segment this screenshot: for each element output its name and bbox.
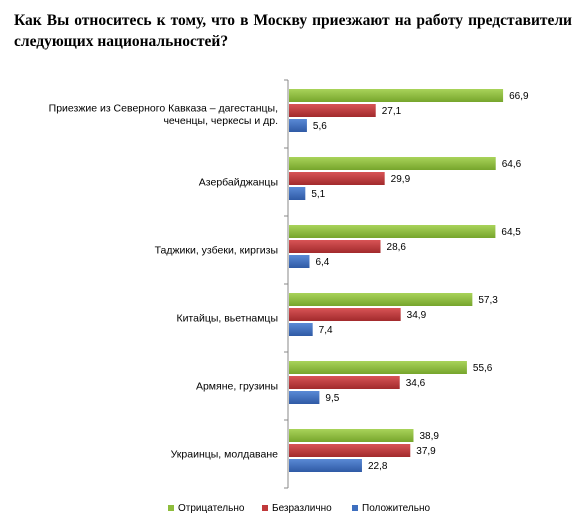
- bar-indifferent: [289, 376, 400, 389]
- category-label: Таджики, узбеки, киргизы: [155, 245, 278, 257]
- bar-negative: [289, 293, 473, 306]
- data-label: 66,9: [509, 91, 529, 102]
- page-title: Как Вы относитесь к тому, что в Москву п…: [14, 12, 572, 50]
- data-label: 57,3: [478, 295, 498, 306]
- bar-positive: [289, 119, 307, 132]
- category-label: Приезжие из Северного Кавказа – дагестан…: [49, 102, 278, 114]
- category-label: Украинцы, молдаване: [171, 449, 279, 461]
- data-label: 38,9: [419, 431, 439, 442]
- bar-indifferent: [289, 308, 401, 321]
- bar-indifferent: [289, 444, 411, 457]
- bar-positive: [289, 391, 320, 404]
- bar-negative: [289, 225, 496, 238]
- data-label: 27,1: [382, 106, 402, 117]
- bar-positive: [289, 255, 310, 268]
- legend-swatch: [262, 505, 268, 511]
- legend-swatch: [352, 505, 358, 511]
- category-label: Азербайджанцы: [199, 177, 278, 189]
- data-label: 64,5: [501, 227, 521, 238]
- data-label: 34,6: [406, 378, 426, 389]
- data-label: 37,9: [416, 446, 436, 457]
- legend-swatch: [168, 505, 174, 511]
- data-label: 7,4: [319, 325, 333, 336]
- bar-negative: [289, 89, 504, 102]
- category-label: Армяне, грузины: [196, 381, 278, 393]
- data-label: 28,6: [387, 242, 407, 253]
- category-label: чеченцы, черкесы и др.: [163, 115, 278, 127]
- bar-negative: [289, 429, 414, 442]
- bar-negative: [289, 361, 467, 374]
- legend-item-label: Положительно: [362, 503, 430, 514]
- data-label: 29,9: [391, 174, 411, 185]
- bar-negative: [289, 157, 496, 170]
- bar-indifferent: [289, 240, 381, 253]
- data-label: 55,6: [473, 363, 493, 374]
- category-label: Китайцы, вьетнамцы: [176, 313, 278, 325]
- legend-item-label: Безразлично: [272, 503, 332, 514]
- bar-indifferent: [289, 172, 385, 185]
- data-label: 64,6: [502, 159, 522, 170]
- data-label: 34,9: [407, 310, 427, 321]
- bar-positive: [289, 323, 313, 336]
- bar-positive: [289, 187, 306, 200]
- data-label: 5,1: [311, 189, 325, 200]
- bar-positive: [289, 459, 362, 472]
- data-label: 22,8: [368, 461, 388, 472]
- data-label: 6,4: [315, 257, 329, 268]
- legend-item-label: Отрицательно: [178, 503, 245, 514]
- data-label: 5,6: [313, 121, 327, 132]
- data-label: 9,5: [325, 393, 339, 404]
- bar-indifferent: [289, 104, 376, 117]
